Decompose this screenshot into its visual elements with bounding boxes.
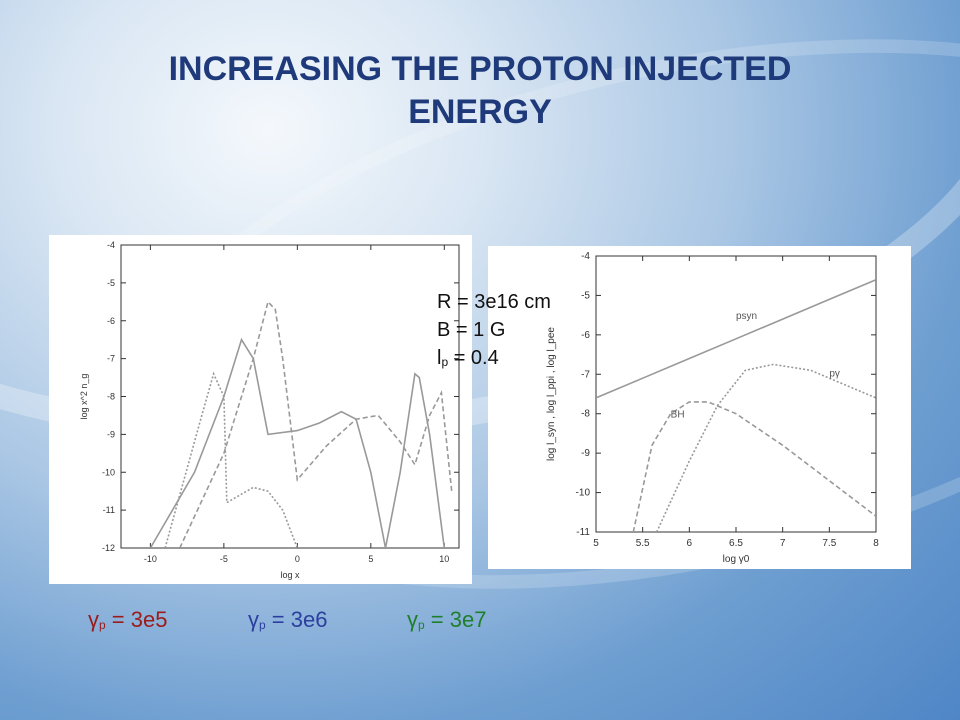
gamma-label-2: γp = 3e6 bbox=[248, 607, 327, 633]
lp-subscript: p bbox=[441, 355, 449, 369]
x-axis-label: log x bbox=[280, 570, 300, 580]
gamma-label-3: γp = 3e7 bbox=[407, 607, 486, 633]
slide-title: INCREASING THE PROTON INJECTED ENERGY bbox=[0, 48, 960, 134]
gamma-subscript: p bbox=[418, 618, 425, 632]
y-tick-label: -7 bbox=[107, 354, 115, 364]
gamma-subscript: p bbox=[99, 618, 106, 632]
series-line-p bbox=[655, 363, 876, 532]
y-tick-label: -11 bbox=[576, 527, 590, 538]
x-tick-label: 10 bbox=[439, 554, 449, 564]
series-line-BH bbox=[632, 401, 876, 532]
series-annotation: pγ bbox=[829, 368, 840, 379]
series-line-2 bbox=[164, 371, 299, 548]
lp-value: = 0.4 bbox=[448, 347, 499, 369]
gamma-value: = 3e7 bbox=[424, 607, 487, 632]
left-chart: -10 -5 0 5 10 -12 -11 -10 -9 -8 -7 -6 -5 -4 log x log x… bbox=[79, 240, 460, 580]
title-line-1: INCREASING THE PROTON INJECTED bbox=[168, 50, 792, 88]
x-axis-label: log γ0 bbox=[723, 554, 750, 565]
series-line-0 bbox=[149, 337, 446, 548]
luminosity-param: lp = 0.4 bbox=[437, 344, 551, 376]
title-line-2: ENERGY bbox=[408, 93, 552, 131]
x-tick-label: 5 bbox=[593, 538, 599, 549]
parameter-block: R = 3e16 cm B = 1 G lp = 0.4 bbox=[437, 288, 551, 376]
y-tick-label: -10 bbox=[576, 488, 591, 499]
lp-symbol: l bbox=[437, 347, 442, 369]
x-tick-label: 5.5 bbox=[636, 538, 650, 549]
y-tick-label: -7 bbox=[581, 369, 590, 380]
right-chart-panel: 5 5.5 6 6.5 7 7.5 8 -11 -10 -9 -8 -7 -6 -5 -4 log γ0 log… bbox=[488, 246, 911, 569]
y-tick-label: -12 bbox=[102, 543, 115, 553]
x-tick-label: -5 bbox=[220, 554, 228, 564]
gamma-value: = 3e6 bbox=[265, 607, 328, 632]
series-annotation: psyn bbox=[736, 311, 757, 322]
x-tick-label: 6.5 bbox=[729, 538, 743, 549]
y-tick-label: -5 bbox=[581, 290, 590, 301]
y-tick-label: -6 bbox=[107, 316, 115, 326]
y-tick-label: -9 bbox=[107, 429, 115, 439]
y-tick-label: -5 bbox=[107, 278, 115, 288]
y-tick-label: -4 bbox=[107, 240, 115, 250]
plot-frame bbox=[120, 244, 460, 549]
y-axis-label: log l_syn , log l_ppi , log l_pee bbox=[546, 327, 557, 461]
x-tick-label: 0 bbox=[295, 554, 300, 564]
gamma-symbol: γ bbox=[407, 607, 418, 632]
y-axis-label: log x^2 n_g bbox=[79, 374, 89, 420]
y-tick-label: -8 bbox=[581, 409, 590, 420]
gamma-symbol: γ bbox=[248, 607, 259, 632]
gamma-subscript: p bbox=[259, 618, 266, 632]
left-chart-panel: -10 -5 0 5 10 -12 -11 -10 -9 -8 -7 -6 -5 -4 log x log x… bbox=[49, 235, 472, 584]
right-chart: 5 5.5 6 6.5 7 7.5 8 -11 -10 -9 -8 -7 -6 -5 -4 log γ0 log… bbox=[546, 251, 879, 565]
gamma-label-1: γp = 3e5 bbox=[88, 607, 167, 633]
gamma-symbol: γ bbox=[88, 607, 99, 632]
y-tick-label: -9 bbox=[581, 448, 590, 459]
x-tick-label: -10 bbox=[144, 554, 157, 564]
gamma-value: = 3e5 bbox=[105, 607, 168, 632]
y-tick-label: -6 bbox=[581, 330, 590, 341]
x-tick-label: 5 bbox=[368, 554, 373, 564]
x-tick-label: 8 bbox=[873, 538, 879, 549]
x-tick-label: 7 bbox=[780, 538, 786, 549]
series-line-1 bbox=[179, 300, 453, 548]
y-tick-label: -11 bbox=[103, 505, 115, 515]
y-tick-label: -10 bbox=[102, 467, 115, 477]
series-annotation: BH bbox=[671, 410, 685, 421]
field-param: B = 1 G bbox=[437, 319, 506, 341]
radius-param: R = 3e16 cm bbox=[437, 291, 551, 313]
y-tick-label: -8 bbox=[107, 392, 115, 402]
x-tick-label: 6 bbox=[687, 538, 693, 549]
y-tick-label: -4 bbox=[581, 251, 590, 262]
series-line-psyn bbox=[596, 278, 876, 399]
x-tick-label: 7.5 bbox=[822, 538, 836, 549]
